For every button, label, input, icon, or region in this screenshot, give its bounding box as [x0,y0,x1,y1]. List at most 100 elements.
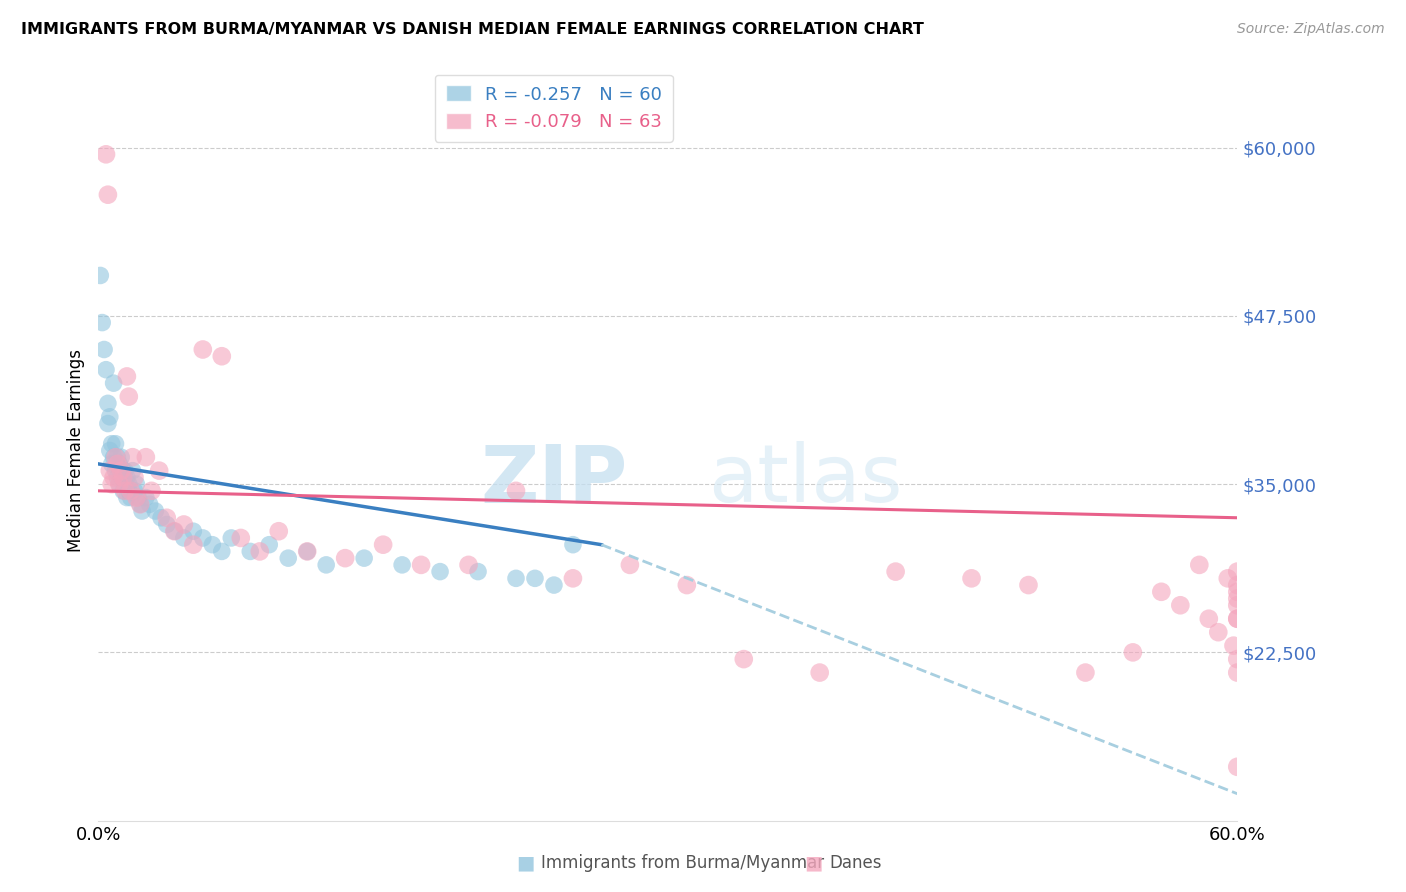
Point [156,517,179,532]
Point [108,477,131,491]
Point [131,504,153,518]
Point [173,517,195,532]
Point [93,343,115,357]
Point [112,470,135,484]
Point [110,470,132,484]
Point [124,483,146,498]
Point [1188,558,1211,572]
Text: Source: ZipAtlas.com: Source: ZipAtlas.com [1237,22,1385,37]
Point [1226,599,1249,613]
Point [1226,665,1249,680]
Point [335,551,357,566]
Point [138,497,160,511]
Point [221,531,243,545]
Point [98,409,121,424]
Point [505,483,527,498]
Point [115,470,138,484]
Point [183,538,205,552]
Point [98,443,121,458]
Point [191,531,214,545]
Point [120,483,142,498]
Point [135,491,157,505]
Point [562,571,585,585]
Point [91,316,114,330]
Point [97,396,120,410]
Point [156,510,179,524]
Point [315,558,337,572]
Point [94,147,117,161]
Point [118,390,141,404]
Point [103,450,125,465]
Point [103,470,125,484]
Point [112,464,135,478]
Point [562,538,585,552]
Point [141,483,163,498]
Point [297,544,319,558]
Point [371,538,394,552]
Point [94,362,117,376]
Point [89,268,111,283]
Point [100,457,122,471]
Point [104,464,127,478]
Point [104,450,127,465]
Point [457,558,479,572]
Point [1018,578,1040,592]
Legend: R = -0.257   N = 60, R = -0.079   N = 63: R = -0.257 N = 60, R = -0.079 N = 63 [434,75,673,142]
Point [1226,578,1249,592]
Point [467,565,489,579]
Point [1226,591,1249,606]
Point [163,524,186,539]
Point [1226,612,1249,626]
Point [163,524,186,539]
Point [249,544,271,558]
Text: ■: ■ [804,854,823,872]
Point [124,470,146,484]
Point [619,558,641,572]
Point [107,470,129,484]
Point [543,578,565,592]
Point [173,531,195,545]
Point [121,450,143,465]
Point [808,665,831,680]
Point [118,483,141,498]
Point [98,464,121,478]
Point [114,483,136,498]
Point [112,483,135,498]
Point [211,544,233,558]
Point [1226,760,1249,774]
Point [115,369,138,384]
Point [191,343,214,357]
Point [277,551,299,566]
Point [135,450,157,465]
Point [1074,665,1097,680]
Point [505,571,527,585]
Point [1170,599,1192,613]
Point [125,477,148,491]
Point [107,457,129,471]
Point [97,417,120,431]
Text: ZIP: ZIP [481,441,628,519]
Point [120,491,142,505]
Point [229,531,252,545]
Point [391,558,413,572]
Point [100,436,122,450]
Point [129,497,152,511]
Point [733,652,755,666]
Point [411,558,433,572]
Point [145,504,167,518]
Point [353,551,375,566]
Point [267,524,290,539]
Point [108,477,131,491]
Point [429,565,451,579]
Point [104,436,127,450]
Point [110,464,132,478]
Text: Danes: Danes [830,855,882,872]
Point [1216,571,1239,585]
Text: atlas: atlas [707,441,903,519]
Point [259,538,281,552]
Point [148,464,170,478]
Point [103,376,125,391]
Point [524,571,547,585]
Point [960,571,983,585]
Point [125,491,148,505]
